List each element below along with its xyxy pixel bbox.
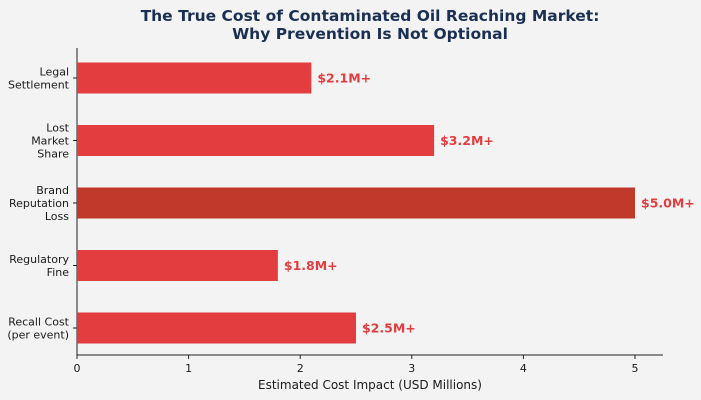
data-label: $2.5M+ — [362, 321, 416, 336]
category-label-line: Loss — [45, 210, 69, 223]
category-label: Lost Market Share — [31, 122, 69, 161]
bar — [77, 125, 435, 156]
x-tick-label: 5 — [632, 362, 639, 375]
x-tick-label: 0 — [74, 362, 81, 375]
category-label-line: (per event) — [7, 329, 69, 342]
x-tick-label: 4 — [520, 362, 527, 375]
chart-title-line-1: The True Cost of Contaminated Oil Reachi… — [141, 7, 600, 25]
bar — [77, 187, 635, 219]
category-label: Recall Cost (per event) — [7, 316, 69, 342]
category-label-line: Fine — [47, 266, 70, 279]
category-label: Regulatory Fine — [9, 253, 69, 279]
category-label-line: Lost — [46, 122, 69, 135]
data-label: $3.2M+ — [440, 133, 494, 148]
bar — [77, 250, 278, 281]
x-axis-label: Estimated Cost Impact (USD Millions) — [258, 378, 482, 392]
category-label-line: Settlement — [8, 79, 70, 92]
category-label-line: Market — [31, 135, 69, 148]
category-label: Brand Reputation Loss — [9, 184, 69, 223]
category-label-line: Share — [37, 148, 69, 161]
data-label: $2.1M+ — [317, 71, 371, 86]
category-label-line: Recall Cost — [8, 316, 69, 329]
data-label: $5.0M+ — [641, 196, 695, 211]
data-label: $1.8M+ — [284, 258, 338, 273]
category-label-line: Regulatory — [9, 253, 69, 266]
x-tick-label: 2 — [297, 362, 304, 375]
x-tick-label: 1 — [185, 362, 192, 375]
bar — [77, 312, 356, 344]
category-label-line: Legal — [40, 66, 69, 79]
x-tick-label: 3 — [408, 362, 415, 375]
chart-title-line-2: Why Prevention Is Not Optional — [232, 25, 508, 43]
category-label-line: Reputation — [9, 197, 69, 210]
bar — [77, 62, 312, 94]
category-label: Legal Settlement — [8, 66, 70, 92]
category-label-line: Brand — [36, 184, 69, 197]
plot-area: 0 1 2 3 4 5 Legal Settlement $2.1M+ Lost Market Sha… — [7, 48, 695, 375]
